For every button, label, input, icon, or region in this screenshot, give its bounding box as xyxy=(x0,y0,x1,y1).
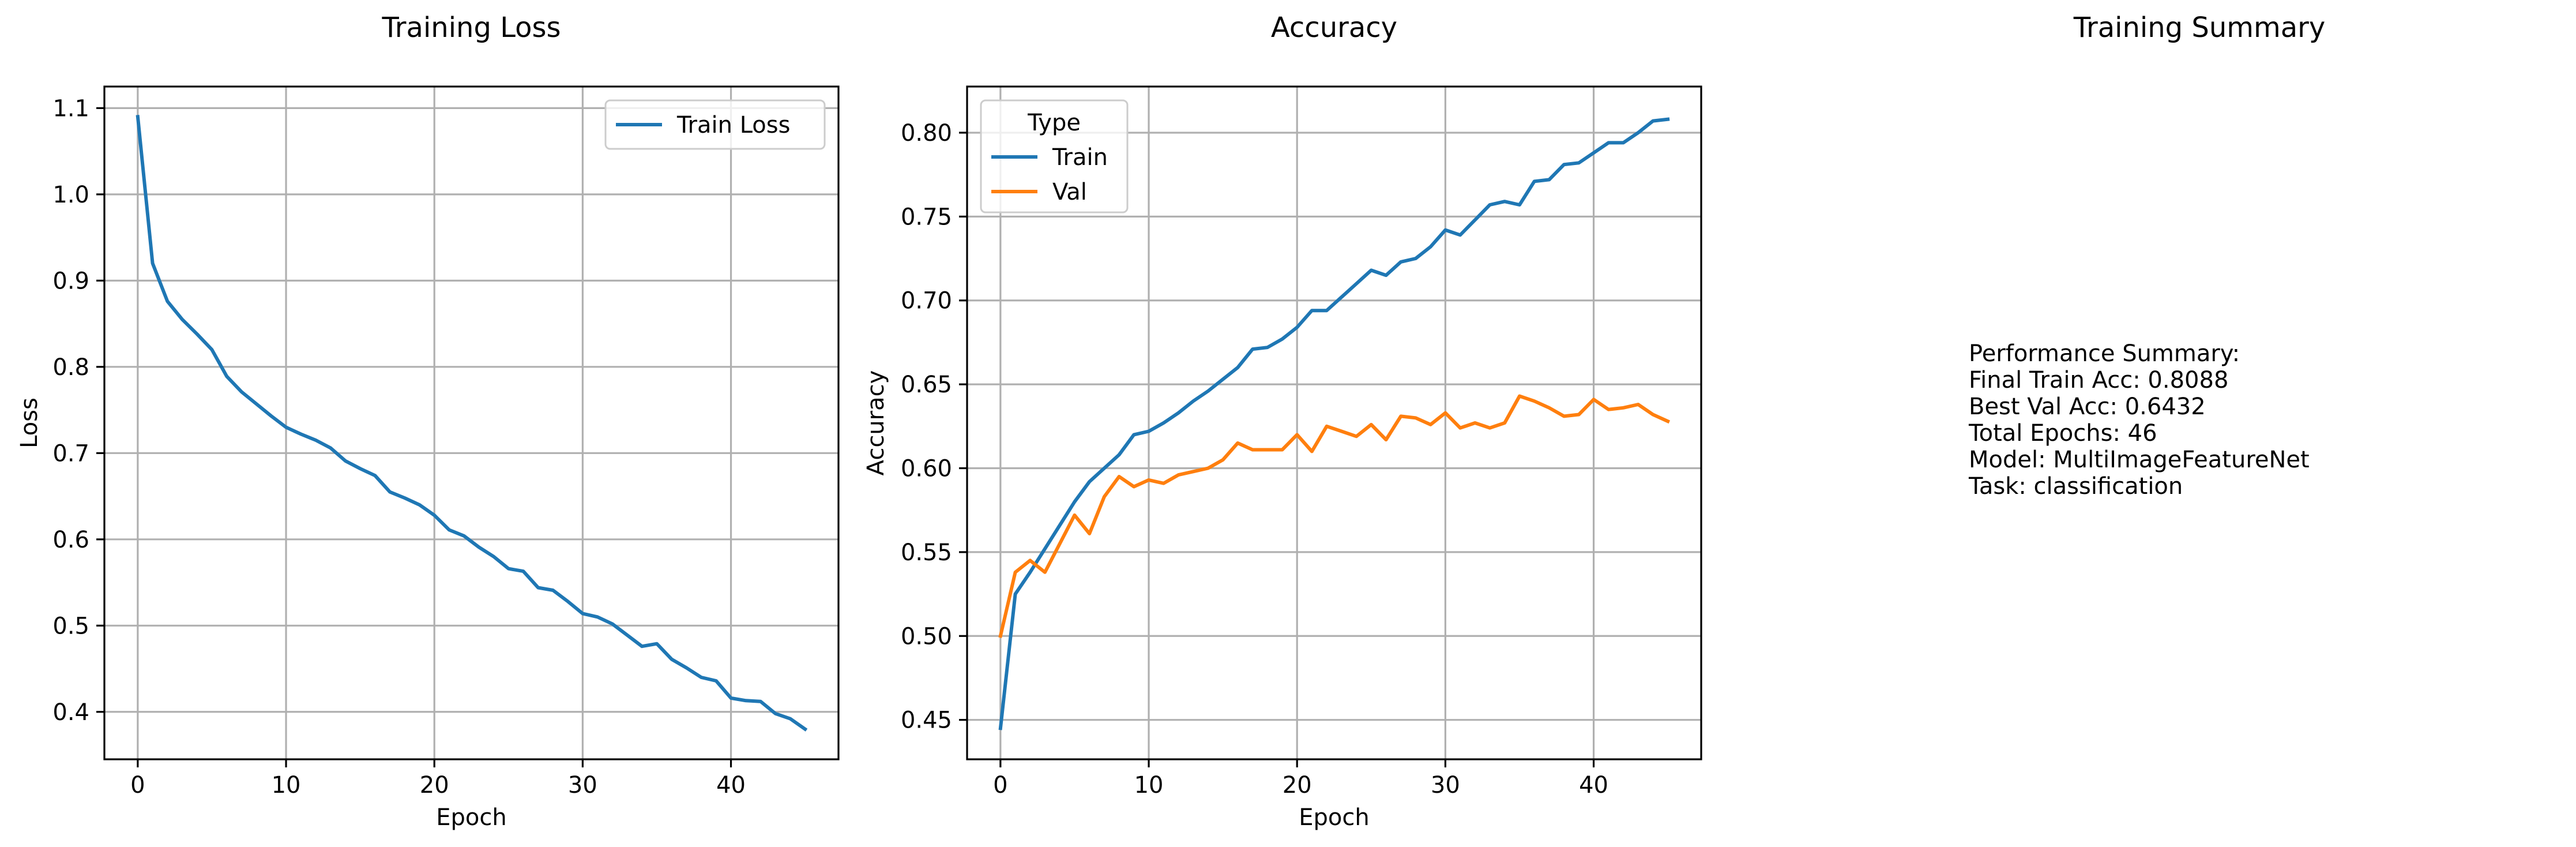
x-tick-label: 40 xyxy=(1579,772,1608,799)
y-tick-label: 0.7 xyxy=(52,440,89,467)
legend-box xyxy=(604,99,826,150)
y-tick-label: 0.9 xyxy=(52,268,89,294)
chart-title: Training Loss xyxy=(382,12,561,44)
y-tick-label: 0.80 xyxy=(901,120,952,147)
summary-line: Task: classification xyxy=(1969,473,2183,500)
y-tick-label: 0.5 xyxy=(52,613,89,639)
y-tick-label: 0.60 xyxy=(901,456,952,482)
summary-line: Performance Summary: xyxy=(1969,340,2240,367)
x-tick-label: 30 xyxy=(1431,772,1460,799)
axes-frame xyxy=(103,85,840,760)
legend: Train Loss xyxy=(604,99,826,150)
legend-label: Train Loss xyxy=(676,112,790,138)
x-tick-label: 20 xyxy=(420,772,449,799)
legend-label: Val xyxy=(1052,179,1087,205)
legend-label: Train xyxy=(1052,144,1108,171)
y-axis-label: Loss xyxy=(16,398,43,448)
y-tick-label: 0.70 xyxy=(901,288,952,314)
y-tick-label: 1.1 xyxy=(52,95,89,122)
legend-box xyxy=(980,99,1129,213)
series-line-val xyxy=(998,394,1671,638)
y-tick-label: 0.50 xyxy=(901,623,952,650)
x-axis-label: Epoch xyxy=(436,804,506,831)
chart-title: Accuracy xyxy=(1271,12,1397,44)
x-tick-label: 0 xyxy=(130,772,145,799)
legend: Type Train Val xyxy=(980,99,1129,213)
x-tick-label: 10 xyxy=(272,772,301,799)
y-tick-label: 0.75 xyxy=(901,204,952,230)
legend-title: Type xyxy=(1027,110,1081,136)
y-tick-label: 1.0 xyxy=(52,182,89,208)
summary-line: Model: MultiImageFeatureNet xyxy=(1969,447,2310,473)
summary-panel-title: Training Summary xyxy=(2073,12,2326,44)
series-line-train xyxy=(998,117,1670,730)
performance-summary-text: Performance Summary: Final Train Acc: 0.8… xyxy=(1969,340,2310,500)
x-tick-label: 0 xyxy=(993,772,1007,799)
series-line-train-loss xyxy=(136,115,808,732)
y-tick-label: 0.45 xyxy=(901,707,952,734)
y-tick-label: 0.55 xyxy=(901,539,952,566)
y-tick-label: 0.6 xyxy=(52,527,89,553)
y-tick-label: 0.8 xyxy=(52,354,89,381)
x-tick-label: 40 xyxy=(716,772,746,799)
x-tick-label: 20 xyxy=(1283,772,1312,799)
x-axis-label: Epoch xyxy=(1299,804,1369,831)
summary-line: Final Train Acc: 0.8088 xyxy=(1969,367,2229,393)
chart-panel-1: Training Loss 0 10 20 30 40 0.4 0.5 0.6 0.7 0.8 0.9… xyxy=(16,12,840,831)
y-tick-label: 0.4 xyxy=(52,699,89,726)
chart-panel-2: Accuracy 0 10 20 30 40 0.45 0.50 0.55 0.60 0.65 0.7… xyxy=(863,12,1702,831)
x-tick-label: 30 xyxy=(568,772,597,799)
summary-line: Best Val Acc: 0.6432 xyxy=(1969,393,2206,420)
x-tick-label: 10 xyxy=(1134,772,1164,799)
y-tick-label: 0.65 xyxy=(901,372,952,398)
summary-line: Total Epochs: 46 xyxy=(1969,420,2157,447)
y-axis-label: Accuracy xyxy=(863,370,889,476)
axes-frame xyxy=(966,85,1702,760)
